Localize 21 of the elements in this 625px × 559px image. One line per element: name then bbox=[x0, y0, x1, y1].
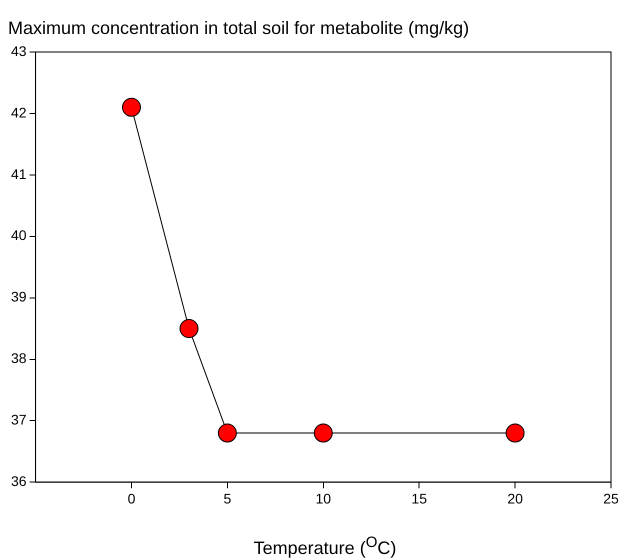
y-tick-label: 43 bbox=[10, 42, 27, 59]
chart-title: Maximum concentration in total soil for metabolite (mg/kg) bbox=[8, 18, 470, 39]
x-tick-label: 25 bbox=[603, 490, 619, 506]
x-tick-label: 20 bbox=[507, 490, 524, 506]
point bbox=[314, 424, 333, 443]
y-tick-label: 41 bbox=[10, 166, 27, 182]
x-axis-title: Temperature ($^{O}$C) bbox=[252, 534, 398, 559]
y-tick-label: 40 bbox=[10, 227, 27, 244]
y-tick-label: 38 bbox=[10, 350, 27, 366]
y-tick-label: 36 bbox=[10, 473, 27, 490]
point bbox=[180, 319, 199, 338]
y-tick-label: 42 bbox=[10, 104, 27, 120]
y-tick-label: 39 bbox=[10, 288, 27, 305]
y-tick-label: 37 bbox=[10, 412, 27, 428]
x-tick-label: 0 bbox=[128, 490, 136, 506]
point bbox=[218, 424, 237, 443]
point bbox=[506, 424, 525, 443]
x-tick-label: 5 bbox=[223, 490, 232, 506]
x-tick-label: 15 bbox=[411, 490, 428, 506]
point bbox=[122, 98, 141, 117]
x-tick-label: 10 bbox=[315, 490, 332, 506]
